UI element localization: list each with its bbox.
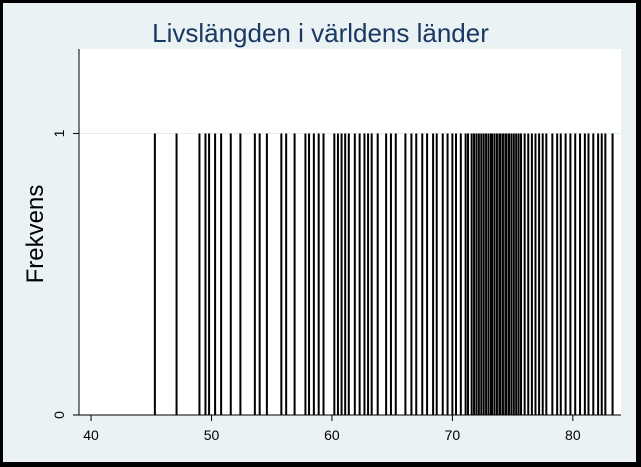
x-tick-label: 50	[204, 427, 220, 443]
y-tick-label: 0	[51, 411, 67, 419]
plot-area	[79, 49, 621, 415]
axes: 40 50 60 70 80 0 1	[51, 49, 621, 443]
x-tick-label: 70	[445, 427, 461, 443]
chart-title: Livslängden i världens länder	[152, 18, 489, 48]
bars	[153, 133, 614, 415]
x-tick-label: 40	[83, 427, 99, 443]
x-tick-label: 60	[324, 427, 340, 443]
x-tick-label: 80	[565, 427, 581, 443]
y-tick-label: 1	[51, 129, 67, 137]
